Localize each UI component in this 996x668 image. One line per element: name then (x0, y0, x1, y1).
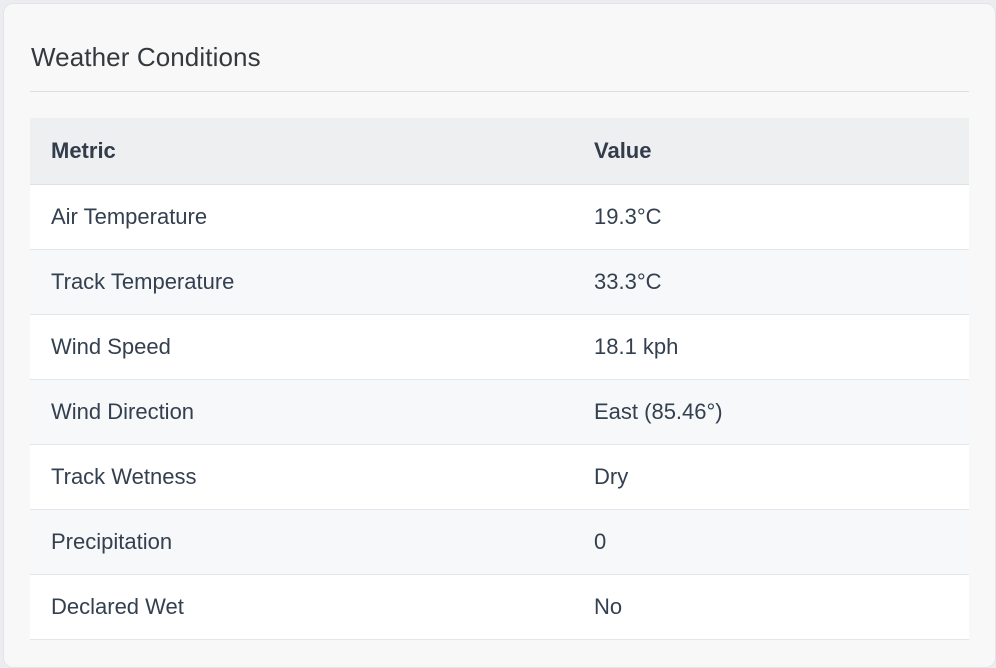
table-row: Declared Wet No (30, 574, 969, 639)
metric-cell: Track Temperature (51, 268, 235, 294)
column-header-metric: Metric (30, 118, 573, 185)
table-row: Track Temperature 33.3°C (30, 249, 969, 314)
value-cell: East (85.46°) (594, 398, 723, 424)
column-header-value: Value (573, 118, 969, 185)
table-row: Precipitation 0 (30, 509, 969, 574)
metric-cell: Wind Speed (51, 333, 171, 359)
table-row: Track Wetness Dry (30, 444, 969, 509)
table-row: Air Temperature 19.3°C (30, 184, 969, 249)
table-row: Wind Speed 18.1 kph (30, 314, 969, 379)
table-header-row: Metric Value (30, 118, 969, 185)
table-row: Wind Direction East (85.46°) (30, 379, 969, 444)
value-cell: 18.1 kph (594, 333, 679, 359)
table-body: Air Temperature 19.3°C Track Temperature… (30, 184, 969, 639)
metric-cell: Track Wetness (51, 463, 197, 489)
value-cell: 33.3°C (594, 268, 662, 294)
table-header: Metric Value (30, 118, 969, 185)
card-title: Weather Conditions (31, 42, 261, 72)
weather-metrics-table: Metric Value Air Temperature 19.3°C Trac… (30, 118, 969, 640)
value-cell: 19.3°C (594, 203, 662, 229)
metric-cell: Declared Wet (51, 593, 184, 619)
value-cell: Dry (594, 463, 629, 489)
weather-conditions-card: Weather Conditions Metric Value Air Temp… (3, 3, 996, 668)
metric-cell: Precipitation (51, 528, 173, 554)
value-cell: 0 (594, 528, 607, 554)
title-divider (30, 91, 969, 92)
metric-cell: Wind Direction (51, 398, 195, 424)
metric-cell: Air Temperature (51, 203, 208, 229)
value-cell: No (594, 593, 623, 619)
